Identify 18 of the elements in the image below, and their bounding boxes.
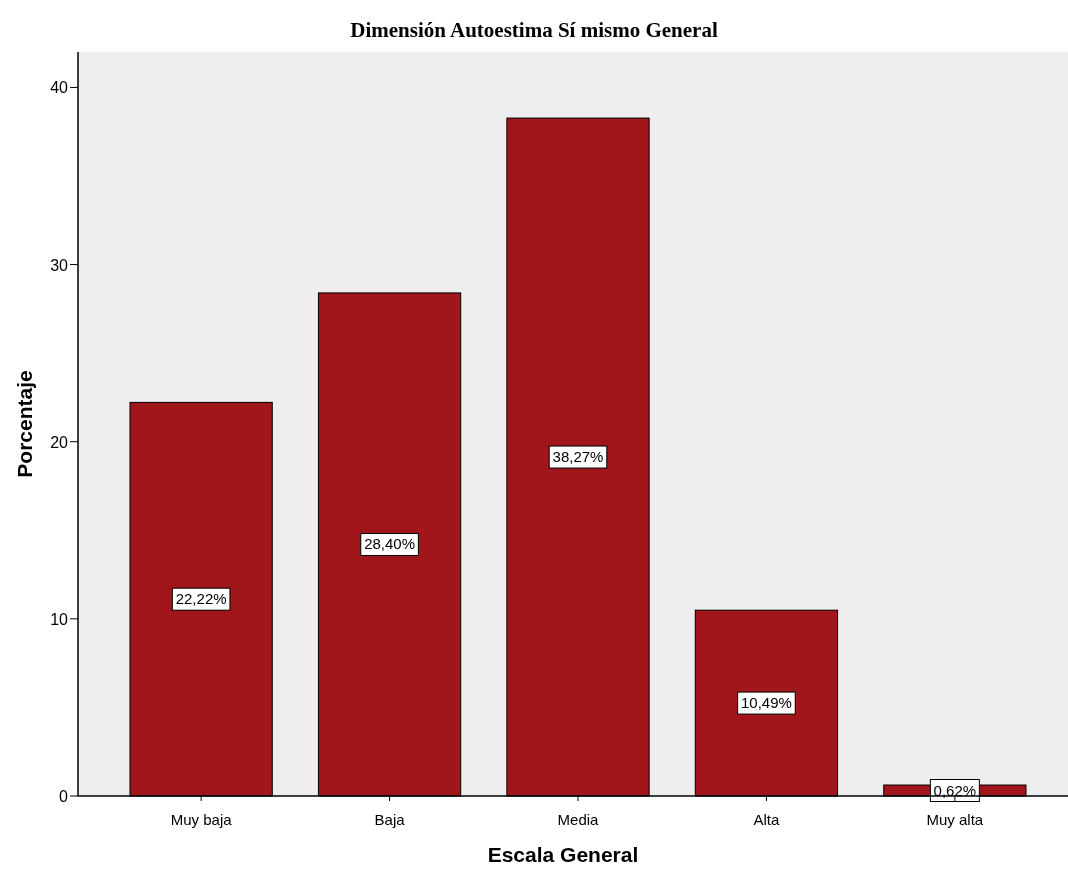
data-label: 0,62%	[933, 781, 977, 799]
x-tick-label: Media	[557, 811, 600, 828]
y-tick-label: 20	[50, 433, 69, 451]
chart-title: Dimensión Autoestima Sí mismo General	[350, 18, 718, 42]
x-tick-label: Muy baja	[170, 811, 233, 828]
x-tick-label: Alta	[753, 811, 781, 828]
data-label: 38,27%	[552, 448, 604, 466]
y-tick-label: 10	[50, 610, 69, 628]
x-tick-label: Baja	[374, 811, 406, 828]
data-label: 28,40%	[364, 535, 415, 553]
x-axis-title: Escala General	[487, 843, 639, 866]
data-label: 10,49%	[741, 694, 792, 712]
data-label: 22,22%	[175, 590, 227, 608]
x-tick-label: Muy alta	[926, 811, 984, 828]
y-tick-label: 30	[50, 256, 69, 274]
y-tick-label: 0	[59, 788, 69, 805]
y-tick-label: 40	[50, 79, 69, 97]
y-axis-title: Porcentaje	[13, 370, 36, 478]
